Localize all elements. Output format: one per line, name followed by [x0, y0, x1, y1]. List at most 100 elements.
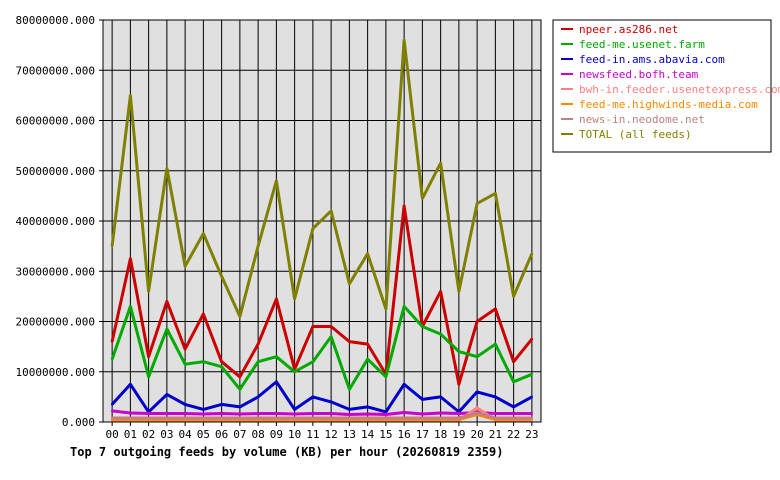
x-tick-label: 11	[306, 428, 319, 441]
series-line	[110, 38, 534, 318]
data-point	[348, 282, 351, 286]
data-point	[439, 395, 442, 399]
data-point	[421, 197, 424, 200]
data-point	[329, 325, 333, 328]
data-point	[110, 409, 114, 413]
data-point	[402, 305, 406, 308]
data-point	[311, 227, 315, 230]
legend-label: feed-me.usenet.farm	[579, 38, 705, 51]
x-tick-label: 04	[179, 428, 193, 441]
series-feed-me-usenet-farm	[110, 304, 534, 391]
x-tick-label: 05	[197, 428, 210, 441]
data-point	[439, 290, 442, 293]
y-tick-label: 0.000	[62, 416, 95, 429]
x-tick-label: 02	[142, 428, 155, 441]
data-point	[512, 412, 515, 415]
data-point	[311, 325, 315, 328]
data-point	[183, 347, 187, 351]
data-point	[421, 325, 424, 328]
data-point	[220, 412, 223, 415]
data-point	[366, 412, 369, 416]
legend-label: feed-in.ams.abavia.com	[579, 53, 725, 66]
x-tick-label: 03	[160, 428, 173, 441]
data-point	[329, 209, 333, 213]
data-point	[348, 416, 351, 420]
data-point	[220, 365, 223, 368]
data-point	[275, 179, 278, 182]
data-point	[348, 340, 351, 343]
data-point	[402, 416, 406, 420]
data-point	[457, 350, 461, 353]
data-point	[147, 355, 150, 358]
data-point	[311, 416, 315, 420]
data-point	[311, 395, 315, 399]
data-point	[384, 307, 388, 311]
legend-label: TOTAL (all feeds)	[579, 128, 692, 141]
data-point	[494, 412, 497, 415]
x-tick-label: 18	[434, 428, 447, 441]
data-point	[202, 360, 205, 363]
data-point	[457, 383, 461, 386]
y-tick-label: 50000000.000	[16, 165, 95, 178]
data-point	[275, 416, 278, 420]
series-news-in-neodome-net	[110, 411, 534, 420]
data-point	[183, 412, 187, 415]
legend-frame	[552, 19, 772, 153]
data-point	[366, 342, 369, 346]
data-point	[147, 375, 150, 378]
data-point	[439, 411, 442, 415]
plot-frame	[102, 19, 542, 423]
data-point	[202, 416, 205, 420]
data-point	[165, 167, 169, 170]
data-point	[311, 360, 315, 363]
data-point	[494, 307, 497, 311]
x-tick-label: 19	[452, 428, 465, 441]
data-point	[256, 395, 260, 399]
data-point	[366, 416, 369, 420]
legend-label: news-in.neodome.net	[579, 113, 705, 126]
data-point	[238, 412, 242, 416]
data-point	[147, 290, 150, 293]
data-point	[421, 398, 424, 401]
y-tick-label: 30000000.000	[16, 265, 95, 278]
series-line	[112, 411, 532, 420]
data-point	[256, 342, 260, 346]
data-point	[202, 232, 205, 235]
data-point	[329, 412, 333, 415]
data-point	[366, 405, 369, 409]
data-point	[293, 412, 296, 416]
x-tick-label: 00	[106, 428, 119, 441]
data-point	[165, 300, 169, 303]
data-point	[384, 416, 388, 420]
data-point	[256, 412, 260, 415]
data-point	[183, 363, 187, 366]
data-point	[421, 416, 424, 420]
series-npeer-as286-net	[110, 204, 534, 386]
data-point	[530, 412, 534, 415]
y-tick-label: 70000000.000	[16, 64, 95, 77]
x-tick-label: 22	[507, 428, 520, 441]
data-point	[165, 393, 169, 396]
data-point	[129, 383, 132, 386]
data-point	[475, 355, 479, 358]
data-point	[384, 375, 388, 378]
data-point	[256, 244, 260, 248]
data-point	[129, 94, 132, 97]
data-point	[275, 355, 278, 358]
data-point	[475, 406, 479, 410]
data-point	[110, 244, 114, 248]
data-point	[129, 411, 132, 415]
data-point	[402, 204, 406, 208]
y-tick-label: 80000000.000	[16, 14, 95, 27]
data-point	[238, 375, 242, 378]
legend-label: feed-me.highwinds-media.com	[579, 98, 758, 111]
legend-label: bwh-in.feeder.usenetexpress.com	[579, 83, 780, 96]
data-point	[129, 257, 132, 260]
series-newsfeed-bofh-team	[110, 409, 534, 416]
data-point	[348, 408, 351, 411]
data-point	[202, 412, 205, 416]
series-line	[110, 380, 533, 414]
x-tick-label: 10	[288, 428, 301, 441]
x-tick-label: 13	[343, 428, 356, 441]
data-point	[494, 416, 497, 420]
